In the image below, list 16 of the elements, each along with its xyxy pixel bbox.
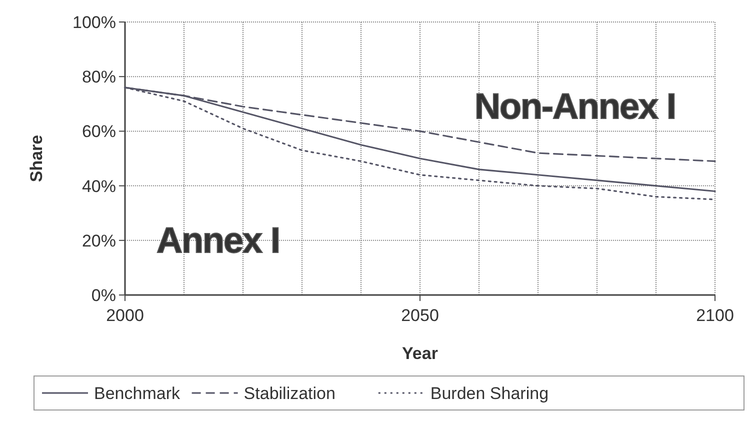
annotation: Non-Annex I: [474, 86, 676, 127]
annotation: Annex I: [156, 220, 280, 261]
y-tick-label: 0%: [91, 286, 116, 305]
y-tick-label: 60%: [82, 122, 116, 142]
y-tick-label: 20%: [82, 231, 116, 250]
x-tick-label: 2050: [401, 306, 439, 325]
legend-label: Benchmark: [94, 384, 180, 403]
y-tick-label: 40%: [82, 176, 116, 196]
legend-label: Burden Sharing: [430, 384, 549, 403]
y-axis-title: Share: [27, 134, 46, 182]
x-axis-title: Year: [402, 344, 438, 363]
y-tick-label: 100%: [72, 12, 116, 32]
x-tick-label: 2100: [696, 306, 734, 325]
x-tick-label: 2000: [106, 306, 144, 325]
legend-label: Stabilization: [244, 384, 336, 403]
y-tick-label: 80%: [82, 68, 116, 87]
